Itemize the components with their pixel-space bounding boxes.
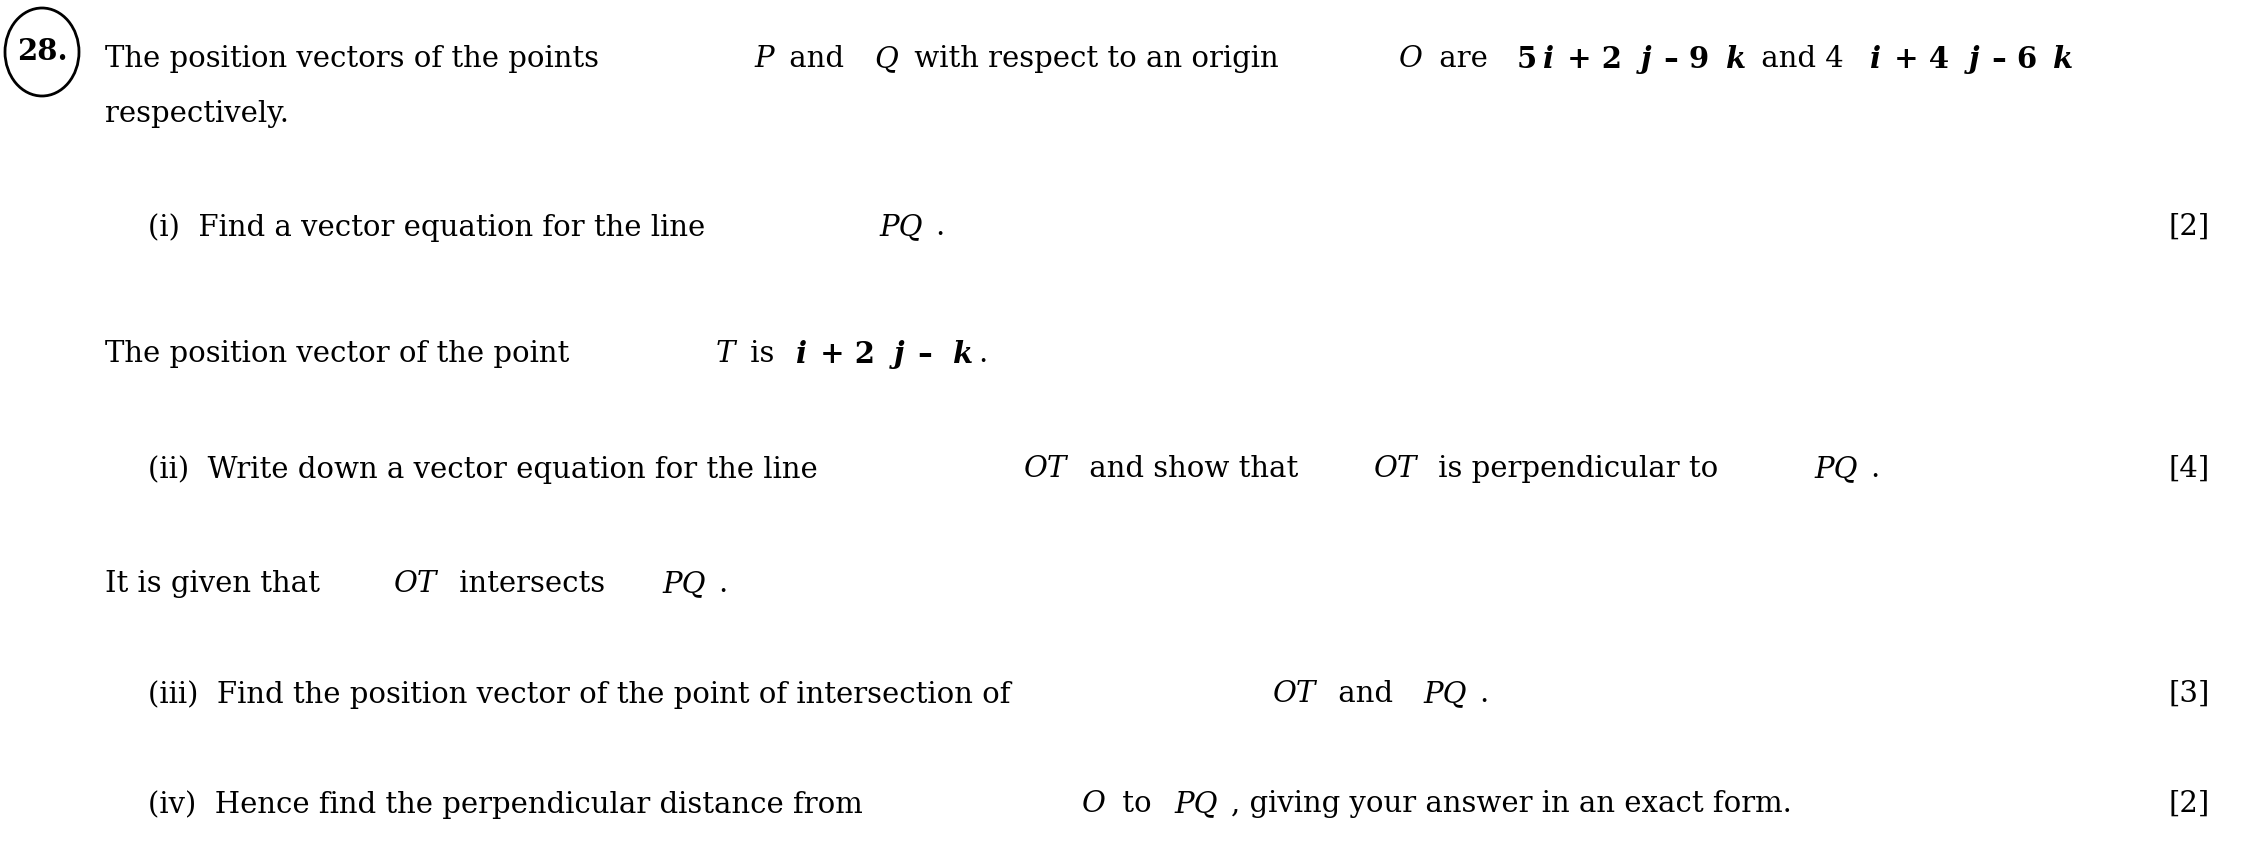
Text: is perpendicular to: is perpendicular to bbox=[1430, 455, 1728, 483]
Text: O: O bbox=[1398, 45, 1423, 73]
Text: It is given that: It is given that bbox=[104, 570, 330, 598]
Text: .: . bbox=[718, 570, 727, 598]
Text: – 9: – 9 bbox=[1654, 45, 1710, 74]
Text: j: j bbox=[1968, 45, 1979, 74]
Text: The position vectors of the points: The position vectors of the points bbox=[104, 45, 608, 73]
Text: .: . bbox=[978, 340, 987, 368]
Text: i: i bbox=[1543, 45, 1554, 74]
Text: [2]: [2] bbox=[2169, 790, 2209, 818]
Text: [3]: [3] bbox=[2169, 680, 2209, 708]
Text: [2]: [2] bbox=[2169, 213, 2209, 241]
Text: Q: Q bbox=[874, 45, 899, 73]
Text: –: – bbox=[908, 340, 942, 369]
Text: k: k bbox=[1726, 45, 1746, 74]
Text: PQ: PQ bbox=[879, 213, 922, 241]
Text: intersects: intersects bbox=[450, 570, 614, 598]
Text: + 2: + 2 bbox=[1556, 45, 1622, 74]
Text: and show that: and show that bbox=[1080, 455, 1308, 483]
Text: 28.: 28. bbox=[16, 37, 68, 67]
Text: are: are bbox=[1430, 45, 1498, 73]
Text: + 4: + 4 bbox=[1884, 45, 1950, 74]
Text: and: and bbox=[779, 45, 854, 73]
Text: is: is bbox=[741, 340, 784, 368]
Text: PQ: PQ bbox=[1175, 790, 1218, 818]
Text: i: i bbox=[1870, 45, 1882, 74]
Text: P: P bbox=[755, 45, 775, 73]
Text: and: and bbox=[1328, 680, 1403, 708]
Text: 5: 5 bbox=[1516, 45, 1536, 74]
Text: (i)  Find a vector equation for the line: (i) Find a vector equation for the line bbox=[149, 213, 714, 242]
Text: OT: OT bbox=[1272, 680, 1317, 708]
Text: OT: OT bbox=[1023, 455, 1069, 483]
Text: O: O bbox=[1082, 790, 1107, 818]
Text: T: T bbox=[716, 340, 736, 368]
Text: PQ: PQ bbox=[1814, 455, 1857, 483]
Text: OT: OT bbox=[1373, 455, 1416, 483]
Text: and 4: and 4 bbox=[1751, 45, 1843, 73]
Text: OT: OT bbox=[393, 570, 438, 598]
Text: with respect to an origin: with respect to an origin bbox=[906, 45, 1288, 73]
Text: (iii)  Find the position vector of the point of intersection of: (iii) Find the position vector of the po… bbox=[149, 680, 1019, 709]
Text: PQ: PQ bbox=[662, 570, 705, 598]
Text: to: to bbox=[1114, 790, 1161, 818]
Text: (ii)  Write down a vector equation for the line: (ii) Write down a vector equation for th… bbox=[149, 455, 827, 484]
Text: – 6: – 6 bbox=[1981, 45, 2038, 74]
Text: respectively.: respectively. bbox=[104, 100, 289, 128]
Text: + 2: + 2 bbox=[811, 340, 874, 369]
Text: k: k bbox=[2053, 45, 2074, 74]
Text: (iv)  Hence find the perpendicular distance from: (iv) Hence find the perpendicular distan… bbox=[149, 790, 872, 818]
Text: .: . bbox=[1480, 680, 1489, 708]
Text: [4]: [4] bbox=[2169, 455, 2209, 483]
Text: j: j bbox=[1640, 45, 1651, 74]
Text: .: . bbox=[935, 213, 944, 241]
Text: The position vector of the point: The position vector of the point bbox=[104, 340, 578, 368]
Text: k: k bbox=[953, 340, 974, 369]
Text: .: . bbox=[1870, 455, 1879, 483]
Text: , giving your answer in an exact form.: , giving your answer in an exact form. bbox=[1231, 790, 1791, 818]
Text: j: j bbox=[895, 340, 904, 369]
Text: i: i bbox=[795, 340, 806, 369]
Text: PQ: PQ bbox=[1423, 680, 1466, 708]
